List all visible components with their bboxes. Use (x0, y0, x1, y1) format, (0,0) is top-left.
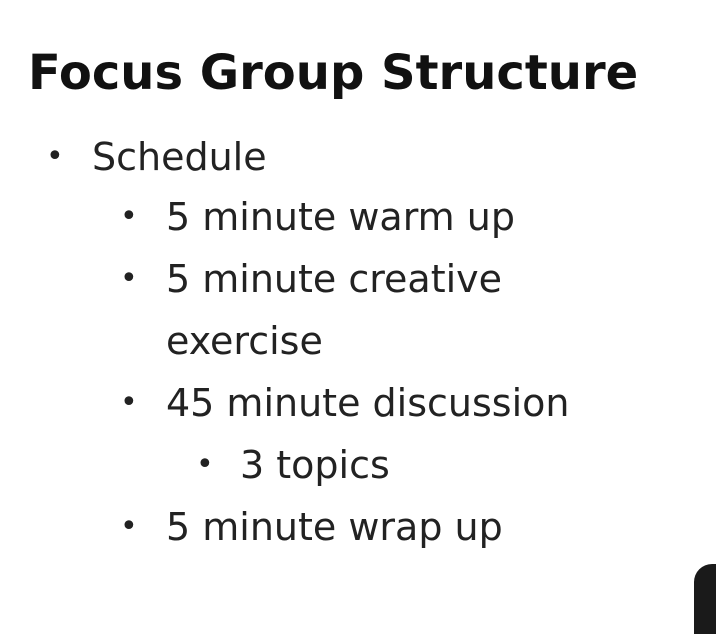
bullet-dot: • (120, 509, 138, 544)
bullet-dot: • (46, 139, 64, 174)
bullet-wrap-up: 5 minute wrap up (166, 505, 503, 549)
bullet-dot: • (196, 447, 214, 482)
bullet-discussion: 45 minute discussion (166, 381, 570, 425)
bullet-creative-line1: 5 minute creative (166, 257, 503, 301)
bullet-dot: • (120, 385, 138, 420)
bullet-schedule: Schedule (92, 135, 267, 179)
bullet-dot: • (120, 261, 138, 296)
bullet-creative-line2: exercise (166, 319, 323, 363)
bullet-topics: 3 topics (240, 443, 390, 487)
bullet-warm-up: 5 minute warm up (166, 195, 515, 239)
bullet-dot: • (120, 199, 138, 234)
slide-title: Focus Group Structure (28, 45, 639, 101)
presenter-silhouette (694, 564, 716, 634)
slide: Focus Group Structure • Schedule • 5 min… (28, 45, 716, 634)
